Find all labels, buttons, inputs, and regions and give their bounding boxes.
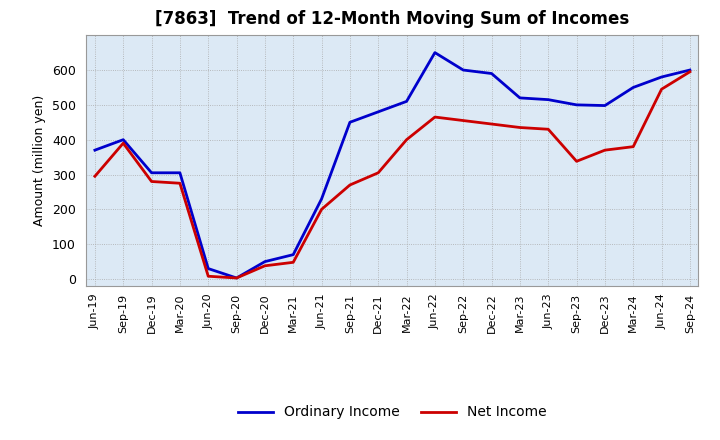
Legend: Ordinary Income, Net Income: Ordinary Income, Net Income xyxy=(232,398,553,426)
Net Income xyxy=(233,275,241,281)
Net Income xyxy=(572,159,581,164)
Net Income xyxy=(487,121,496,127)
Ordinary Income xyxy=(657,74,666,80)
Ordinary Income xyxy=(318,196,326,202)
Net Income xyxy=(459,118,467,123)
Net Income xyxy=(119,140,127,146)
Ordinary Income xyxy=(204,266,212,271)
Line: Net Income: Net Income xyxy=(95,72,690,278)
Net Income xyxy=(516,125,524,130)
Ordinary Income xyxy=(346,120,354,125)
Ordinary Income xyxy=(516,95,524,101)
Title: [7863]  Trend of 12-Month Moving Sum of Incomes: [7863] Trend of 12-Month Moving Sum of I… xyxy=(156,10,629,28)
Ordinary Income xyxy=(374,109,382,114)
Ordinary Income xyxy=(544,97,552,102)
Net Income xyxy=(261,263,269,268)
Net Income xyxy=(346,182,354,187)
Ordinary Income xyxy=(119,137,127,142)
Ordinary Income xyxy=(685,67,694,73)
Ordinary Income xyxy=(629,85,637,90)
Y-axis label: Amount (million yen): Amount (million yen) xyxy=(33,95,46,226)
Net Income xyxy=(204,274,212,279)
Net Income xyxy=(657,87,666,92)
Net Income xyxy=(685,69,694,74)
Ordinary Income xyxy=(459,67,467,73)
Net Income xyxy=(318,207,326,212)
Net Income xyxy=(544,127,552,132)
Net Income xyxy=(91,174,99,179)
Ordinary Income xyxy=(431,50,439,55)
Net Income xyxy=(289,260,297,265)
Ordinary Income xyxy=(572,102,581,107)
Ordinary Income xyxy=(487,71,496,76)
Net Income xyxy=(176,180,184,186)
Ordinary Income xyxy=(289,252,297,257)
Ordinary Income xyxy=(600,103,609,108)
Ordinary Income xyxy=(233,275,241,281)
Net Income xyxy=(148,179,156,184)
Net Income xyxy=(629,144,637,149)
Net Income xyxy=(402,137,411,142)
Ordinary Income xyxy=(261,259,269,264)
Ordinary Income xyxy=(402,99,411,104)
Ordinary Income xyxy=(91,147,99,153)
Net Income xyxy=(600,147,609,153)
Line: Ordinary Income: Ordinary Income xyxy=(95,53,690,278)
Ordinary Income xyxy=(176,170,184,176)
Net Income xyxy=(431,114,439,120)
Ordinary Income xyxy=(148,170,156,176)
Net Income xyxy=(374,170,382,176)
